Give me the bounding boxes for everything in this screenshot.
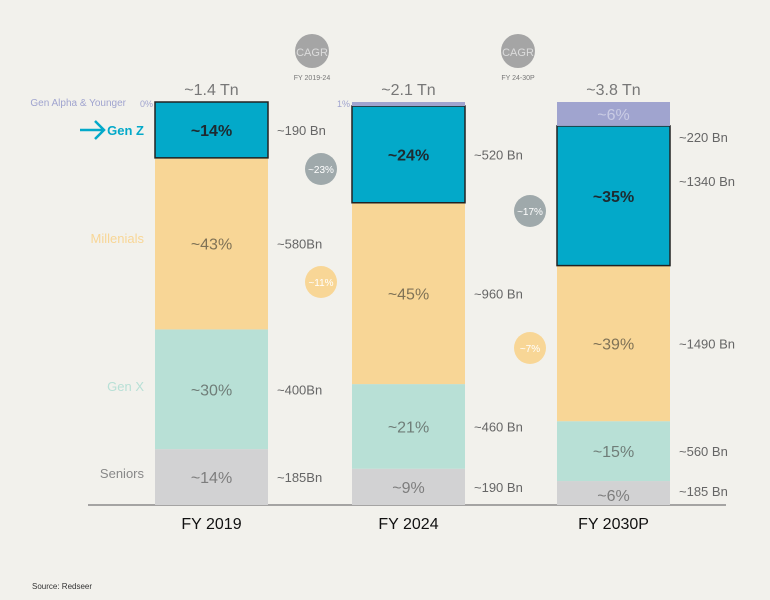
amount-label-millenials: ~960 Bn	[474, 286, 523, 301]
cagr-badge-label: CAGR	[502, 47, 534, 59]
data-label-seniors: ~14%	[191, 470, 232, 487]
data-label-gen-alpha-younger: ~6%	[597, 107, 629, 124]
cagr-badge-label: CAGR	[296, 47, 328, 59]
cagr-rate-label: ~23%	[308, 165, 334, 176]
bar-segment-gen-z	[351, 105, 466, 204]
data-label-gen-x: ~21%	[388, 419, 429, 436]
data-label-gen-alpha-younger: 0%	[140, 99, 153, 109]
amount-label-gen-z: ~520 Bn	[474, 147, 523, 162]
amount-label-gen-alpha-younger: ~220 Bn	[679, 130, 728, 145]
total-label: ~1.4 Tn	[184, 82, 238, 99]
data-label-gen-alpha-younger: 1%	[337, 99, 350, 109]
data-label-millenials: ~43%	[191, 237, 232, 254]
data-label-seniors: ~9%	[392, 480, 424, 497]
data-label-gen-z: ~24%	[388, 147, 429, 164]
arrow-right-icon	[80, 120, 106, 140]
cagr-rate-label: ~11%	[308, 278, 333, 289]
amount-label-gen-x: ~400Bn	[277, 382, 322, 397]
data-label-millenials: ~45%	[388, 286, 429, 303]
cagr-period-label: FY 24-30P	[501, 75, 535, 82]
cagr-badge	[501, 34, 535, 68]
data-label-gen-z: ~35%	[593, 189, 634, 206]
bar-segment-seniors	[352, 468, 465, 505]
amount-label-gen-x: ~460 Bn	[474, 419, 523, 434]
source-note: Source: Redseer	[32, 582, 93, 591]
amount-label-seniors: ~190 Bn	[474, 480, 523, 495]
data-label-seniors: ~6%	[597, 488, 629, 505]
amount-label-seniors: ~185Bn	[277, 470, 322, 485]
category-label: FY 2030P	[578, 516, 649, 533]
bar-segment-seniors	[557, 481, 670, 505]
amount-label-millenials: ~580Bn	[277, 237, 322, 252]
data-label-gen-z: ~14%	[191, 123, 232, 140]
data-label-gen-x: ~30%	[191, 382, 232, 399]
cagr-period-label: FY 2019-24	[294, 75, 331, 82]
data-label-millenials: ~39%	[593, 336, 634, 353]
cagr-bubble	[514, 332, 546, 364]
legend-gen-alpha-younger: Gen Alpha & Younger	[30, 98, 126, 109]
bar-segment-gen-x	[557, 421, 670, 482]
amount-label-gen-z: ~190 Bn	[277, 123, 326, 138]
bar-segment-millenials	[352, 202, 465, 385]
category-label: FY 2019	[181, 516, 241, 533]
amount-label-gen-z: ~1340 Bn	[679, 174, 735, 189]
cagr-badge	[295, 34, 329, 68]
amount-label-gen-x: ~560 Bn	[679, 444, 728, 459]
bar-segment-gen-x	[352, 384, 465, 469]
bar-segment-gen-alpha-younger	[352, 102, 465, 107]
legend-seniors: Seniors	[100, 466, 145, 481]
category-label: FY 2024	[378, 516, 438, 533]
cagr-rate-label: ~17%	[517, 207, 543, 218]
bar-segment-gen-x	[155, 329, 268, 450]
bar-segment-gen-z	[154, 101, 269, 159]
cagr-bubble	[305, 153, 337, 185]
total-label: ~2.1 Tn	[381, 82, 435, 99]
bar-segment-millenials	[557, 265, 670, 422]
cagr-bubble	[305, 266, 337, 298]
legend-gen-z: Gen Z	[107, 123, 144, 138]
amount-label-seniors: ~185 Bn	[679, 484, 728, 499]
cagr-bubble	[514, 195, 546, 227]
data-label-gen-x: ~15%	[593, 444, 634, 461]
legend-gen-x: Gen X	[107, 379, 144, 394]
bar-segment-gen-alpha-younger	[557, 102, 670, 126]
total-label: ~3.8 Tn	[586, 82, 640, 99]
bar-segment-seniors	[155, 449, 268, 505]
bar-segment-millenials	[155, 157, 268, 330]
amount-label-millenials: ~1490 Bn	[679, 336, 735, 351]
bar-segment-gen-z	[556, 125, 671, 267]
legend-millenials: Millenials	[91, 231, 145, 246]
cagr-rate-label: ~7%	[520, 344, 540, 355]
